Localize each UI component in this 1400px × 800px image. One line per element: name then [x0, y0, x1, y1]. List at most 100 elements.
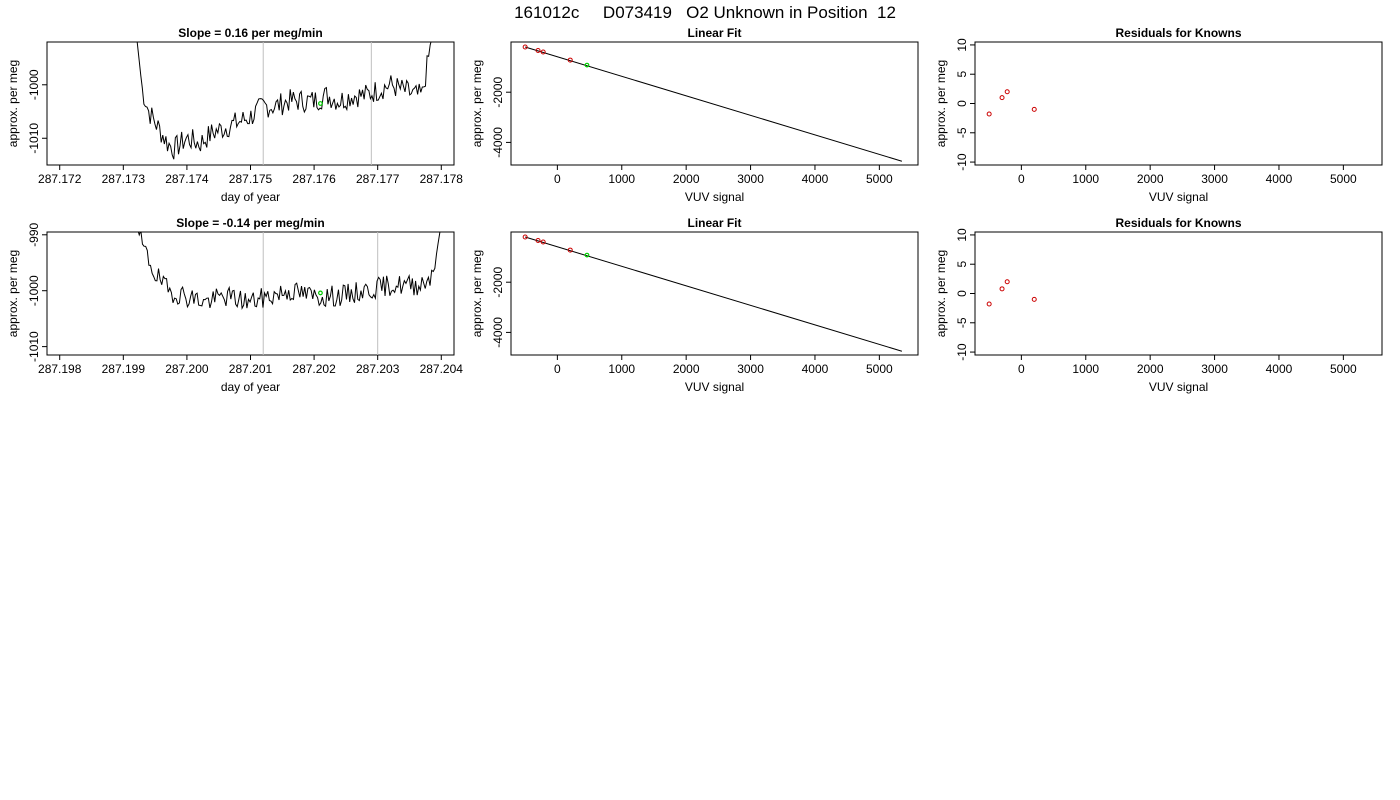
y-axis-label: approx. per meg [6, 60, 20, 147]
y-tick-label: -10 [955, 153, 969, 171]
x-tick-label: 0 [1018, 172, 1025, 186]
x-axis-label: day of year [221, 190, 280, 204]
x-tick-label: 287.177 [356, 172, 400, 186]
panel-drift-bottom: Slope = -0.14 per meg/min 287.198 287.199 2… [6, 216, 463, 394]
known-point [522, 234, 528, 240]
plot-frame [46, 41, 455, 166]
plot-area [986, 279, 1037, 307]
x-tick-label: 3000 [1201, 362, 1228, 376]
x-tick-label: 1000 [608, 362, 635, 376]
y-tick-label: -990 [27, 222, 41, 246]
panel-drift-top: Slope = 0.16 per meg/min 287.172 287.173 28… [6, 26, 464, 204]
y-axis-label: approx. per meg [470, 250, 484, 337]
y-tick-label: -2000 [491, 77, 505, 108]
figure-title: 161012c D073419 O2 Unknown in Position 1… [514, 3, 896, 22]
known-point [567, 247, 573, 253]
unknown-point [584, 62, 590, 68]
known-point [1004, 279, 1010, 285]
x-tick-label: 287.175 [229, 172, 273, 186]
x-tick-label: 4000 [1266, 362, 1293, 376]
plot-frame [974, 231, 1383, 356]
plot-frame [510, 41, 919, 166]
x-tick-label: 5000 [1330, 362, 1357, 376]
known-point [1004, 89, 1010, 95]
panels-group: Slope = 0.16 per meg/min 287.172 287.173 28… [6, 26, 1383, 394]
x-tick-label: 1000 [1072, 172, 1099, 186]
plot-frame [46, 231, 455, 356]
known-point [540, 49, 546, 55]
x-tick-label: 287.172 [38, 172, 82, 186]
x-tick-label: 2000 [673, 172, 700, 186]
y-tick-label: -4000 [491, 127, 505, 158]
x-tick-label: 3000 [1201, 172, 1228, 186]
x-axis-label: VUV signal [685, 380, 744, 394]
y-tick-label: -5 [955, 317, 969, 328]
known-point [540, 239, 546, 245]
unknown-point [318, 101, 323, 106]
y-tick-label: -1000 [27, 69, 41, 100]
y-tick-label: 10 [955, 38, 969, 52]
x-tick-label: 287.199 [102, 362, 146, 376]
x-tick-label: 4000 [1266, 172, 1293, 186]
x-tick-label: 3000 [737, 172, 764, 186]
y-tick-label: 0 [955, 290, 969, 297]
y-tick-label: -1010 [27, 123, 41, 154]
y-tick-label: -10 [955, 343, 969, 361]
x-axis-label: VUV signal [685, 190, 744, 204]
plot-frame [974, 41, 1383, 166]
plot-area [136, 42, 432, 165]
x-tick-label: 0 [1018, 362, 1025, 376]
panel-title: Linear Fit [687, 216, 741, 230]
y-tick-label: 10 [955, 228, 969, 242]
x-tick-label: 1000 [1072, 362, 1099, 376]
panel-fit-top: Linear Fit 0 1000 2000 3000 4000 5000 -4000 -200… [470, 26, 919, 204]
x-tick-label: 287.202 [292, 362, 336, 376]
x-tick-label: 0 [554, 172, 561, 186]
x-tick-label: 287.201 [229, 362, 273, 376]
y-tick-label: -2000 [491, 267, 505, 298]
y-tick-label: 5 [955, 261, 969, 268]
known-point [986, 111, 992, 117]
x-axis-label: VUV signal [1149, 380, 1208, 394]
x-tick-label: 4000 [802, 362, 829, 376]
x-tick-label: 5000 [866, 362, 893, 376]
y-tick-label: -1000 [27, 275, 41, 306]
plot-frame [510, 231, 919, 356]
panel-title: Residuals for Knowns [1115, 26, 1241, 40]
x-tick-label: 287.173 [102, 172, 146, 186]
x-tick-label: 287.203 [356, 362, 400, 376]
plot-area [522, 234, 903, 352]
fit-line [525, 236, 903, 352]
panel-title: Residuals for Knowns [1115, 216, 1241, 230]
series-line [137, 232, 441, 310]
panel-resid-bottom: Residuals for Knowns 0 1000 2000 3000 4000 500… [934, 216, 1383, 394]
y-axis-label: approx. per meg [6, 250, 20, 337]
series-line [136, 42, 432, 160]
plot-area [986, 89, 1037, 117]
x-tick-label: 287.204 [420, 362, 464, 376]
x-tick-label: 287.198 [38, 362, 82, 376]
x-tick-label: 2000 [1137, 362, 1164, 376]
y-tick-label: 5 [955, 71, 969, 78]
known-point [567, 57, 573, 63]
panel-title: Slope = -0.14 per meg/min [176, 216, 324, 230]
x-tick-label: 0 [554, 362, 561, 376]
x-tick-label: 3000 [737, 362, 764, 376]
y-tick-label: -4000 [491, 317, 505, 348]
y-axis-label: approx. per meg [934, 60, 948, 147]
x-axis-label: VUV signal [1149, 190, 1208, 204]
x-tick-label: 287.178 [420, 172, 464, 186]
panel-title: Slope = 0.16 per meg/min [178, 26, 322, 40]
panel-resid-top: Residuals for Knowns 0 1000 2000 3000 4000 500… [934, 26, 1383, 204]
y-tick-label: 0 [955, 100, 969, 107]
x-tick-label: 1000 [608, 172, 635, 186]
known-point [535, 238, 541, 244]
y-tick-label: -1010 [27, 331, 41, 362]
plot-area [137, 232, 441, 355]
known-point [999, 286, 1005, 292]
known-point [1031, 296, 1037, 302]
x-tick-label: 287.174 [165, 172, 209, 186]
known-point [999, 95, 1005, 101]
x-tick-label: 5000 [866, 172, 893, 186]
